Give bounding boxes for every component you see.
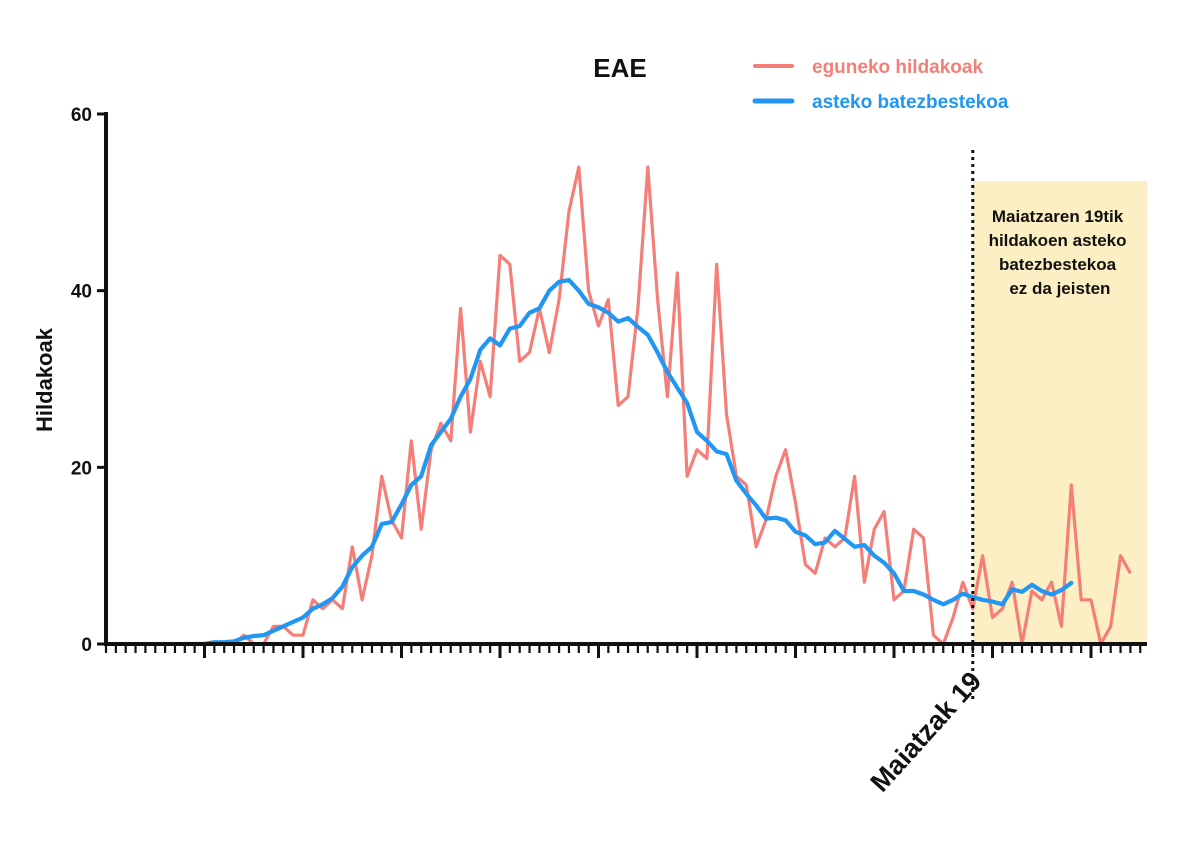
chart-title: EAE — [593, 53, 646, 83]
y-tick-label-2: 40 — [71, 282, 92, 303]
x-axis — [104, 642, 1147, 658]
legend-label-daily: eguneko hildakoak — [812, 57, 983, 78]
highlight-region — [972, 181, 1147, 644]
annotation-line-1: Maiatzaren 19tik — [992, 207, 1124, 226]
y-axis: 0 20 40 60 — [71, 105, 108, 656]
annotation-text: Maiatzaren 19tik hildakoen asteko batezb… — [989, 207, 1132, 298]
annotation-line-4: ez da jeisten — [1009, 279, 1110, 298]
legend: eguneko hildakoak asteko batezbestekoa — [752, 57, 1009, 113]
y-tick-label-0: 0 — [81, 635, 92, 656]
y-tick-label-3: 60 — [71, 105, 92, 126]
series-line-weekly — [182, 278, 1074, 647]
annotation-line-2: hildakoen asteko — [989, 231, 1127, 250]
legend-label-weekly: asteko batezbestekoa — [812, 92, 1009, 113]
annotation-line-3: batezbestekoa — [999, 255, 1117, 274]
marker-label: Maiatzak 19 — [865, 666, 988, 798]
y-tick-label-1: 20 — [71, 458, 92, 479]
y-axis-label: Hildakoak — [32, 327, 57, 432]
series-line-daily — [184, 165, 1132, 646]
